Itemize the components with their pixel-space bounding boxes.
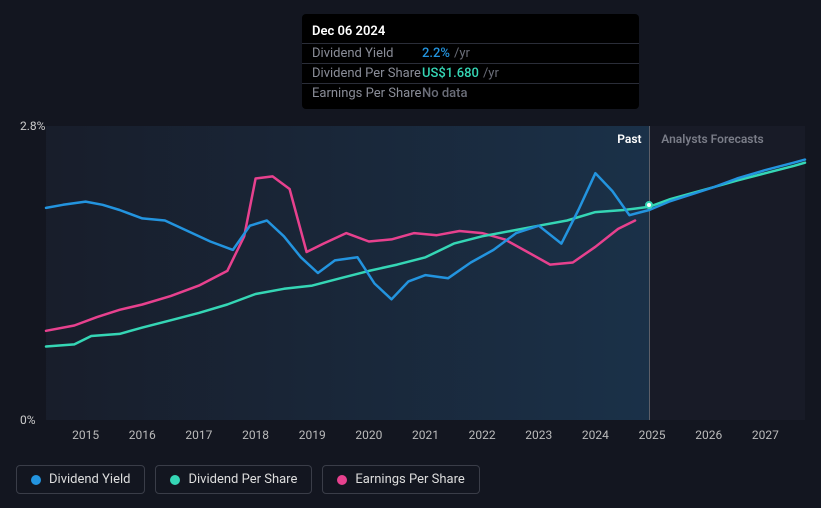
legend-item[interactable]: Dividend Yield [16,465,145,494]
tooltip-row-value: US$1.680 [422,66,479,81]
x-axis: 2015 2016 2017 2018 2019 2020 2021 2022 2023 2024… [46,428,805,448]
legend-item[interactable]: Dividend Per Share [155,465,312,494]
tooltip-row: Earnings Per ShareNo data [302,83,639,103]
x-axis-tick: 2023 [525,428,552,442]
legend-dot-icon [170,475,180,485]
series-line-dividend_per_share [46,163,805,347]
x-axis-tick: 2025 [639,428,666,442]
tooltip-row-unit: /yr [454,46,470,61]
x-axis-tick: 2022 [469,428,496,442]
chart-legend: Dividend Yield Dividend Per Share Earnings… [16,465,480,494]
tooltip-row-label: Dividend Per Share [312,66,422,81]
tooltip-row: Dividend Yield2.2% /yr [302,43,639,63]
legend-label: Dividend Yield [49,472,130,487]
y-axis-tick: 2.8% [20,119,45,133]
x-axis-tick: 2017 [185,428,212,442]
x-axis-tick: 2027 [752,428,779,442]
legend-dot-icon [337,475,347,485]
x-axis-tick: 2021 [412,428,439,442]
tooltip-date: Dec 06 2024 [302,20,639,43]
legend-label: Earnings Per Share [355,472,464,487]
tooltip-row-unit: /yr [483,66,499,81]
tooltip-row-value: No data [422,86,468,101]
cursor-marker [645,201,653,209]
x-axis-tick: 2026 [695,428,722,442]
chart-tooltip: Dec 06 2024 Dividend Yield2.2%/yrDividen… [302,14,639,109]
chart-container: 2.8%0% Past Analysts Forecasts 201520162… [16,108,805,428]
x-axis-tick: 2020 [355,428,382,442]
x-axis-tick: 2016 [129,428,156,442]
series-line-earnings_per_share [46,176,635,330]
legend-dot-icon [31,475,41,485]
tooltip-row-value: 2.2% [422,46,450,61]
tooltip-row-label: Earnings Per Share [312,86,422,101]
legend-label: Dividend Per Share [188,472,297,487]
chart-plot-area[interactable]: Past Analysts Forecasts [46,126,805,420]
tooltip-row: Dividend Per ShareUS$1.680/yr [302,63,639,83]
tooltip-row-label: Dividend Yield [312,46,422,61]
x-axis-tick: 2015 [72,428,99,442]
y-axis-tick: 0% [20,413,36,427]
series-line-dividend_yield [46,160,805,300]
chart-lines [46,126,805,420]
x-axis-tick: 2019 [299,428,326,442]
legend-item[interactable]: Earnings Per Share [322,465,479,494]
x-axis-tick: 2018 [242,428,269,442]
x-axis-tick: 2024 [582,428,609,442]
